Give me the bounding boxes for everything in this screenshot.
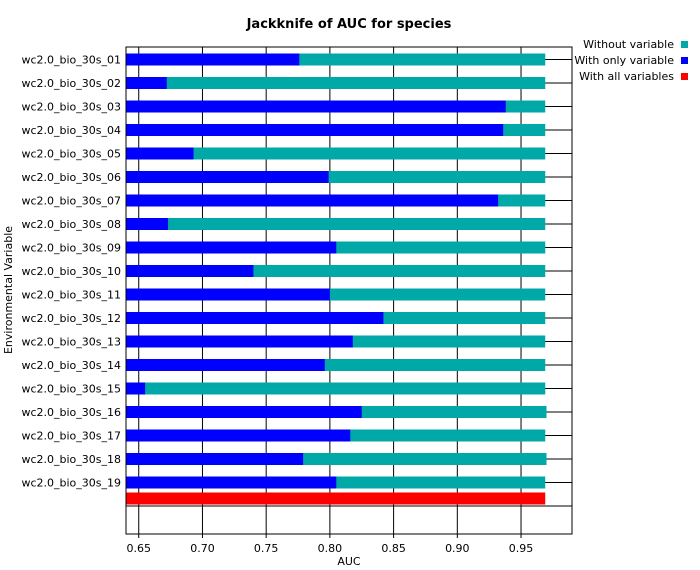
x-tick-label: 0.95 (509, 542, 534, 555)
bar-without-variable (126, 77, 546, 89)
bar-without-variable (126, 218, 546, 230)
y-tick-label: wc2.0_bio_30s_14 (21, 359, 121, 372)
bar-with-all-variables (126, 492, 546, 505)
x-axis-label: AUC (337, 555, 361, 568)
y-tick-label: wc2.0_bio_30s_18 (21, 453, 121, 466)
bar-with-only-variable (126, 429, 351, 442)
bar-with-only-variable (126, 77, 167, 89)
y-tick-label: wc2.0_bio_30s_01 (21, 54, 121, 67)
bar-with-only-variable (126, 53, 300, 66)
bar-with-only-variable (126, 194, 499, 207)
bar-with-only-variable (126, 453, 304, 465)
bar-with-only-variable (126, 265, 254, 277)
bar-without-variable (126, 382, 546, 395)
y-tick-label: wc2.0_bio_30s_06 (21, 171, 121, 184)
x-tick-label: 0.85 (381, 542, 406, 555)
bar-with-only-variable (126, 241, 337, 254)
y-tick-label: wc2.0_bio_30s_04 (21, 124, 121, 137)
y-tick-label: wc2.0_bio_30s_03 (21, 101, 121, 114)
bar-with-only-variable (126, 476, 337, 489)
x-tick-labels: 0.65 0.70 0.75 0.80 0.85 0.90 0.95 (126, 542, 533, 555)
y-tick-label: wc2.0_bio_30s_15 (21, 383, 121, 396)
legend-label: With all variables (579, 70, 674, 83)
legend-swatch (681, 41, 688, 48)
bar-with-only-variable (126, 406, 362, 418)
y-tick-label: wc2.0_bio_30s_09 (21, 242, 121, 255)
bar-with-only-variable (126, 171, 329, 183)
legend: Without variable With only variable With a… (574, 38, 688, 83)
chart-title: Jackknife of AUC for species (246, 17, 452, 32)
legend-label: Without variable (583, 38, 674, 51)
bar-with-only-variable (126, 312, 384, 324)
x-tick-label: 0.75 (254, 542, 279, 555)
bar-with-only-variable (126, 335, 353, 348)
y-tick-label: wc2.0_bio_30s_08 (21, 218, 121, 231)
legend-swatch (681, 73, 688, 80)
bar-with-only-variable (126, 147, 194, 160)
x-tick-label: 0.80 (318, 542, 343, 555)
bar-with-only-variable (126, 100, 506, 113)
y-tick-label: wc2.0_bio_30s_10 (21, 265, 121, 278)
legend-swatch (681, 57, 688, 64)
x-tick-label: 0.90 (445, 542, 470, 555)
y-tick-labels: wc2.0_bio_30s_01 wc2.0_bio_30s_02 wc2.0_bi… (21, 54, 121, 490)
bar-with-only-variable (126, 288, 330, 301)
y-tick-label: wc2.0_bio_30s_02 (21, 77, 121, 90)
plot-frame (125, 46, 573, 535)
y-tick-label: wc2.0_bio_30s_16 (21, 406, 121, 419)
bar-with-only-variable (126, 359, 325, 371)
y-tick-label: wc2.0_bio_30s_19 (21, 477, 121, 490)
x-tick-label: 0.65 (126, 542, 151, 555)
y-axis-label: Environmental Variable (2, 226, 15, 354)
y-tick-label: wc2.0_bio_30s_11 (21, 289, 121, 302)
y-tick-label: wc2.0_bio_30s_17 (21, 430, 121, 443)
legend-label: With only variable (574, 54, 674, 67)
bar-without-variable (126, 147, 546, 160)
bar-with-only-variable (126, 218, 169, 230)
y-tick-label: wc2.0_bio_30s_12 (21, 312, 121, 325)
bars (126, 53, 547, 505)
x-tick-label: 0.70 (190, 542, 215, 555)
bar-with-only-variable (126, 124, 504, 136)
bar-with-only-variable (126, 382, 146, 395)
y-tick-label: wc2.0_bio_30s_13 (21, 336, 121, 349)
y-tick-label: wc2.0_bio_30s_07 (21, 195, 121, 208)
y-tick-label: wc2.0_bio_30s_05 (21, 148, 121, 161)
